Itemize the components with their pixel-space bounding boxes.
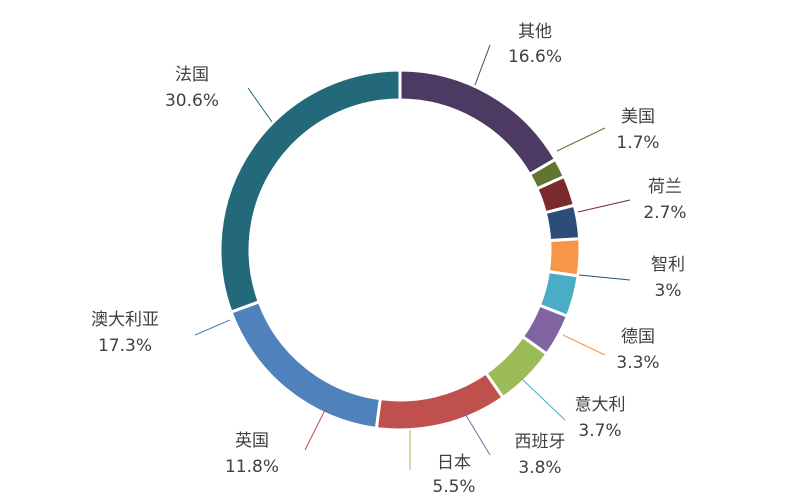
slice-9[interactable] <box>374 370 506 432</box>
slice-4[interactable] <box>543 203 582 243</box>
slice-label-8: 日本 <box>437 453 471 473</box>
slice-label-7: 西班牙 <box>515 432 566 452</box>
slice-label-6: 意大利 <box>575 395 626 415</box>
slice-value-label-2: 1.7% <box>616 133 659 153</box>
leader-line-1 <box>474 44 491 86</box>
slice-10[interactable] <box>229 299 382 431</box>
slice-value-label-7: 3.8% <box>518 458 561 478</box>
slice-1[interactable] <box>398 68 558 177</box>
leader-line-10 <box>194 319 231 336</box>
label-group: 其他 16.6% 美国 1.7% 荷兰 2.7% 智利 3% 德国 3.3% 意大利 3.7% 西班牙 3… <box>91 22 687 497</box>
slice-value-label-3: 2.7% <box>643 203 686 223</box>
slice-5[interactable] <box>546 237 582 278</box>
slice-label-11: 法国 <box>175 65 209 85</box>
leader-line-9 <box>304 409 326 451</box>
slice-label-3: 荷兰 <box>648 177 682 197</box>
slice-value-label-8: 5.5% <box>432 477 475 497</box>
slice-11[interactable] <box>218 68 402 314</box>
leader-line-7 <box>463 411 491 456</box>
slice-label-5: 德国 <box>621 327 655 347</box>
slice-value-label-11: 30.6% <box>165 91 219 111</box>
leader-line-2 <box>556 127 606 152</box>
leader-line-group <box>194 44 631 470</box>
slice-value-label-6: 3.7% <box>578 421 621 441</box>
leader-line-6 <box>521 378 566 421</box>
leader-line-11 <box>247 87 273 123</box>
slice-value-label-4: 3% <box>655 281 682 301</box>
slice-value-label-5: 3.3% <box>616 353 659 373</box>
slice-value-label-9: 11.8% <box>225 457 279 477</box>
slice-label-4: 智利 <box>651 255 685 275</box>
slice-label-2: 美国 <box>621 107 655 127</box>
leader-line-3 <box>577 199 631 213</box>
slice-value-label-10: 17.3% <box>98 336 152 356</box>
leader-line-5 <box>562 334 606 356</box>
slice-label-10: 澳大利亚 <box>91 310 159 330</box>
leader-line-4 <box>578 274 631 281</box>
slice-label-1: 其他 <box>518 22 552 42</box>
slice-value-label-1: 16.6% <box>508 47 562 67</box>
slice-group <box>218 68 582 432</box>
slice-label-9: 英国 <box>235 431 269 451</box>
